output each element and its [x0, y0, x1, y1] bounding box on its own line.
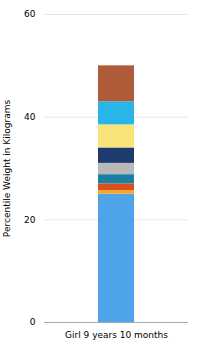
svg-text:40: 40	[24, 112, 36, 122]
svg-text:0: 0	[30, 317, 36, 327]
svg-text:60: 60	[24, 9, 36, 19]
svg-text:20: 20	[24, 215, 36, 225]
svg-text:Girl 9 years 10 months: Girl 9 years 10 months	[65, 330, 168, 340]
svg-text:Percentile Weight in Kilograms: Percentile Weight in Kilograms	[2, 100, 12, 238]
